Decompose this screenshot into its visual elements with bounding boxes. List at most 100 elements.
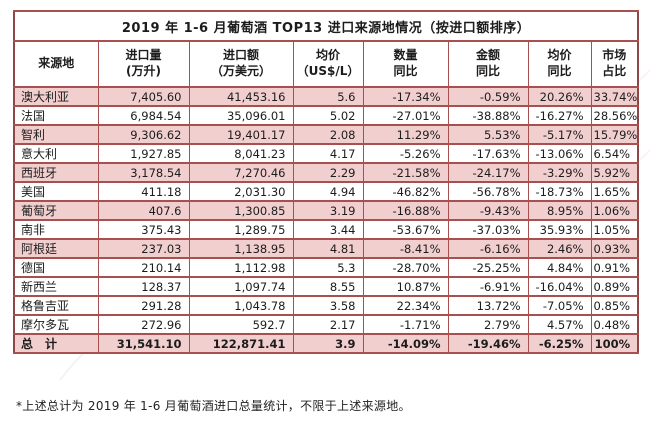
price-yoy-cell: -7.05% (527, 295, 592, 316)
avg-price-cell: 2.17 (292, 314, 364, 335)
source-cell: 法国 (13, 105, 99, 126)
table-row: 葡萄牙 407.6 1,300.85 3.19 -16.88% -9.43% 8… (13, 200, 639, 221)
market-share-cell: 0.91% (590, 257, 639, 278)
amount-yoy-cell: -25.25% (447, 257, 529, 278)
value-cell: 41,453.16 (188, 86, 294, 107)
source-cell: 新西兰 (13, 276, 99, 297)
col-header-unit: （US$/L） (296, 64, 360, 78)
col-header-label: 金额 (475, 48, 500, 63)
source-cell: 西班牙 (13, 162, 99, 183)
market-share-cell: 1.65% (590, 181, 639, 202)
qty-yoy-cell: -28.70% (362, 257, 449, 278)
market-share-cell: 0.93% (590, 238, 639, 259)
volume-cell: 210.14 (97, 257, 190, 278)
qty-yoy-cell: 11.29% (362, 124, 449, 145)
value-cell: 35,096.01 (188, 105, 294, 126)
avg-price-cell: 3.44 (292, 219, 364, 240)
table-row: 摩尔多瓦 272.96 592.7 2.17 -1.71% 2.79% 4.57… (13, 314, 639, 335)
volume-cell: 237.03 (97, 238, 190, 259)
volume-cell: 272.96 (97, 314, 190, 335)
market-share-cell: 0.85% (590, 295, 639, 316)
table-row: 阿根廷 237.03 1,138.95 4.81 -8.41% -6.16% 2… (13, 238, 639, 259)
table-body: 澳大利亚 7,405.60 41,453.16 5.6 -17.34% -0.5… (13, 86, 639, 354)
avg-price-cell: 2.29 (292, 162, 364, 183)
col-header-unit: （万美元） (210, 64, 271, 78)
source-cell: 澳大利亚 (13, 86, 99, 107)
market-share-cell: 15.79% (590, 124, 639, 145)
avg-price-cell: 2.08 (292, 124, 364, 145)
source-cell: 总 计 (13, 333, 99, 354)
avg-price-cell: 3.19 (292, 200, 364, 221)
amount-yoy-cell: 5.53% (447, 124, 529, 145)
amount-yoy-cell: -38.88% (447, 105, 529, 126)
market-share-cell: 0.89% (590, 276, 639, 297)
col-header-volume: 进口量 (万升) (97, 40, 190, 88)
source-cell: 智利 (13, 124, 99, 145)
price-yoy-cell: 4.84% (527, 257, 592, 278)
value-cell: 8,041.23 (188, 143, 294, 164)
amount-yoy-cell: -17.63% (447, 143, 529, 164)
footnote: *上述总计为 2019 年 1-6 月葡萄酒进口总量统计，不限于上述来源地。 (16, 399, 411, 413)
qty-yoy-cell: -8.41% (362, 238, 449, 259)
table-row: 澳大利亚 7,405.60 41,453.16 5.6 -17.34% -0.5… (13, 86, 639, 107)
qty-yoy-cell: -1.71% (362, 314, 449, 335)
source-cell: 摩尔多瓦 (13, 314, 99, 335)
avg-price-cell: 8.55 (292, 276, 364, 297)
market-share-cell: 6.54% (590, 143, 639, 164)
value-cell: 592.7 (188, 314, 294, 335)
market-share-cell: 0.48% (590, 314, 639, 335)
header-row: 来源地 进口量 (万升) 进口额 （万美元） 均价 （US$/L） 数量 同比 (13, 40, 639, 88)
value-cell: 1,097.74 (188, 276, 294, 297)
col-header-price-yoy: 均价 同比 (527, 40, 592, 88)
value-cell: 19,401.17 (188, 124, 294, 145)
qty-yoy-cell: -14.09% (362, 333, 449, 354)
value-cell: 1,300.85 (188, 200, 294, 221)
qty-yoy-cell: -27.01% (362, 105, 449, 126)
col-header-label: 均价 (547, 48, 572, 63)
qty-yoy-cell: -16.88% (362, 200, 449, 221)
col-header-label: 数量 (393, 48, 418, 63)
source-cell: 葡萄牙 (13, 200, 99, 221)
avg-price-cell: 3.9 (292, 333, 364, 354)
market-share-cell: 1.06% (590, 200, 639, 221)
avg-price-cell: 5.02 (292, 105, 364, 126)
qty-yoy-cell: 10.87% (362, 276, 449, 297)
value-cell: 1,043.78 (188, 295, 294, 316)
col-header-unit: 同比 (393, 64, 418, 78)
total-row: 总 计 31,541.10 122,871.41 3.9 -14.09% -19… (13, 333, 639, 354)
qty-yoy-cell: 22.34% (362, 295, 449, 316)
title-row: 2019 年 1-6 月葡萄酒 TOP13 进口来源地情况（按进口额排序） (13, 10, 639, 42)
volume-cell: 375.43 (97, 219, 190, 240)
table-row: 西班牙 3,178.54 7,270.46 2.29 -21.58% -24.1… (13, 162, 639, 183)
price-yoy-cell: 35.93% (527, 219, 592, 240)
amount-yoy-cell: 2.79% (447, 314, 529, 335)
amount-yoy-cell: -6.16% (447, 238, 529, 259)
value-cell: 1,138.95 (188, 238, 294, 259)
col-header-unit: (万升) (126, 64, 161, 78)
source-cell: 美国 (13, 181, 99, 202)
volume-cell: 1,927.85 (97, 143, 190, 164)
qty-yoy-cell: -46.82% (362, 181, 449, 202)
volume-cell: 291.28 (97, 295, 190, 316)
amount-yoy-cell: -19.46% (447, 333, 529, 354)
col-header-label: 来源地 (38, 56, 75, 71)
amount-yoy-cell: -37.03% (447, 219, 529, 240)
price-yoy-cell: 2.46% (527, 238, 592, 259)
value-cell: 2,031.30 (188, 181, 294, 202)
col-header-unit: 占比 (602, 64, 627, 78)
col-header-label: 进口量 (125, 48, 162, 63)
volume-cell: 128.37 (97, 276, 190, 297)
price-yoy-cell: -16.04% (527, 276, 592, 297)
col-header-qty-yoy: 数量 同比 (362, 40, 449, 88)
price-yoy-cell: 4.57% (527, 314, 592, 335)
col-header-label: 均价 (315, 48, 340, 63)
qty-yoy-cell: -21.58% (362, 162, 449, 183)
col-header-amount-yoy: 金额 同比 (447, 40, 529, 88)
value-cell: 1,112.98 (188, 257, 294, 278)
value-cell: 1,289.75 (188, 219, 294, 240)
col-header-unit: 同比 (475, 64, 500, 78)
volume-cell: 411.18 (97, 181, 190, 202)
amount-yoy-cell: -9.43% (447, 200, 529, 221)
qty-yoy-cell: -5.26% (362, 143, 449, 164)
table-row: 格鲁吉亚 291.28 1,043.78 3.58 22.34% 13.72% … (13, 295, 639, 316)
